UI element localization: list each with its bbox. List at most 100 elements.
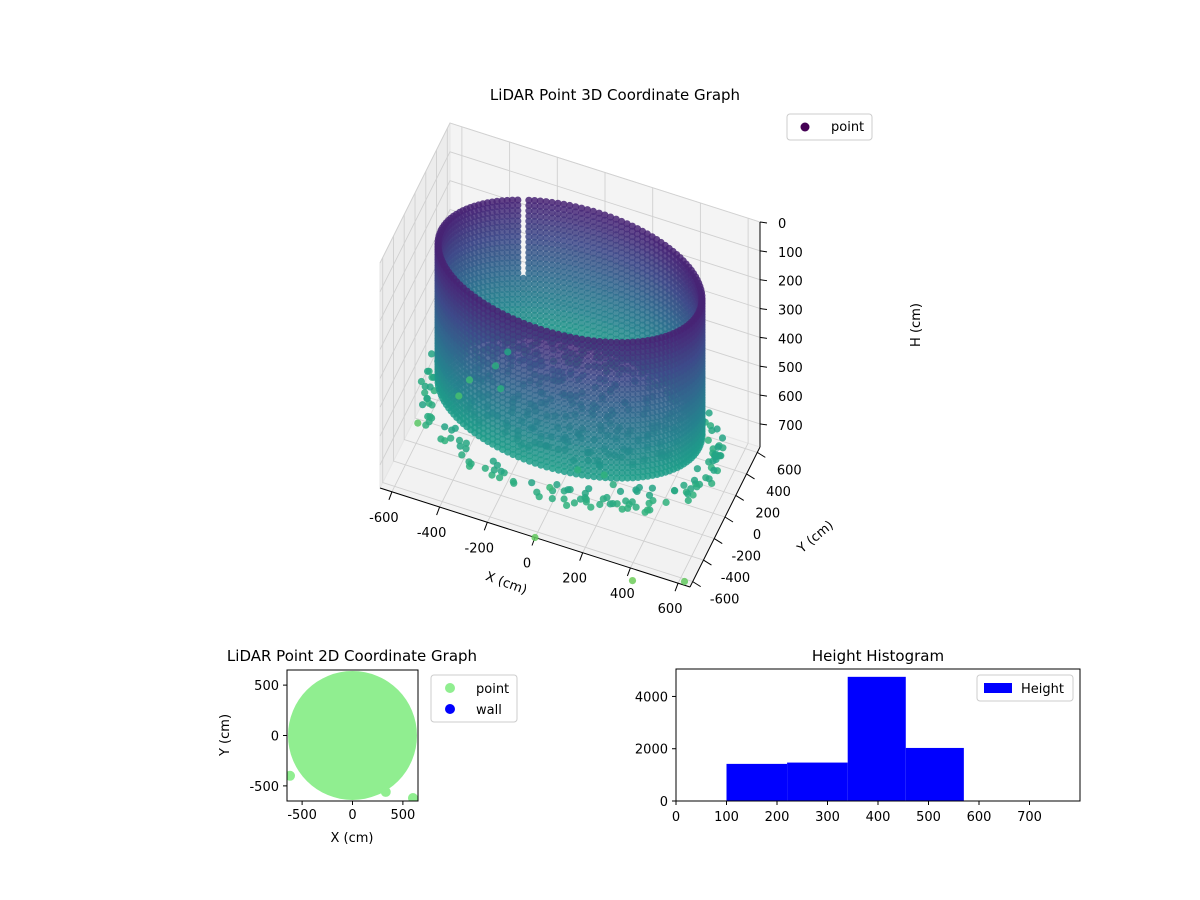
z-tick (760, 222, 767, 223)
point-3d (577, 496, 584, 503)
x-tick (627, 568, 630, 576)
point-3d (428, 350, 435, 357)
chart-2d: LiDAR Point 2D Coordinate Graph -500 0 500… (218, 647, 517, 846)
histogram-bar (906, 748, 964, 801)
x-tick-label: 500 (916, 810, 941, 825)
point-3d (574, 466, 581, 473)
point-3d (428, 401, 435, 408)
point-3d (624, 505, 631, 512)
point-3d (601, 471, 608, 478)
x-tick-label: 500 (390, 808, 415, 823)
point-3d (447, 435, 454, 442)
x-tick-label: 600 (967, 810, 992, 825)
point-3d (491, 466, 498, 473)
z-tick-label: 100 (778, 246, 803, 261)
point-3d (564, 486, 571, 493)
point-3d (663, 499, 670, 506)
x-tick (437, 507, 440, 515)
y-tick-label: 600 (777, 463, 802, 478)
point-3d (455, 392, 462, 399)
y-tick-label: -500 (249, 780, 279, 795)
x-tick-label: 300 (815, 810, 840, 825)
x-tick (484, 522, 487, 530)
point-3d (607, 500, 614, 507)
y-tick-label: 0 (271, 730, 279, 745)
histogram-bar (787, 763, 848, 801)
point-3d (644, 507, 651, 514)
y-tick (736, 495, 744, 500)
point-3d (498, 468, 505, 475)
point-3d (649, 485, 656, 492)
chart-3d-title: LiDAR Point 3D Coordinate Graph (490, 86, 740, 104)
chart-3d-ylabel: Y (cm) (794, 518, 837, 557)
point-3d (706, 409, 713, 416)
chart-2d-ylabel: Y (cm) (218, 714, 233, 757)
y-tick (747, 474, 755, 479)
legend-marker-point (801, 123, 810, 132)
point-3d (510, 480, 517, 487)
y-tick (714, 539, 722, 544)
chart-histogram: Height Histogram 0 100 200 300 400 500 600 7000… (635, 647, 1080, 825)
legend-label-height: Height (1021, 682, 1064, 697)
x-tick (389, 492, 392, 500)
point-3d (426, 418, 433, 425)
point-3d (571, 499, 578, 506)
point-3d (492, 362, 499, 369)
z-tick-label: 200 (778, 275, 803, 290)
point-3d (685, 497, 692, 504)
z-tick (760, 337, 767, 338)
point-3d (458, 451, 465, 458)
y-tick-label: -400 (721, 571, 751, 586)
y-tick-label: 0 (660, 795, 668, 810)
chart-3d-zlabel: H (cm) (909, 303, 924, 347)
legend-label-point: point (476, 682, 509, 697)
x-tick-label: 400 (866, 810, 891, 825)
point-3d (590, 473, 597, 480)
point-3d (441, 423, 448, 430)
chart-3d: LiDAR Point 3D Coordinate Graph -600 -400… (369, 86, 924, 617)
z-tick-label: 500 (778, 361, 803, 376)
points-2d (285, 671, 418, 803)
point-3d (684, 490, 691, 497)
point-3d (693, 483, 700, 490)
legend-marker-point (445, 683, 455, 693)
z-tick-label: 300 (778, 304, 803, 319)
legend-label-point: point (831, 120, 864, 135)
z-tick-label: 0 (778, 217, 786, 232)
point-3d (504, 348, 511, 355)
z-tick-label: 600 (778, 390, 803, 405)
y-tick-label: 500 (254, 679, 279, 694)
point-3d (497, 385, 504, 392)
x-tick-label: 0 (672, 810, 680, 825)
x-tick-label: 600 (658, 602, 683, 617)
x-tick-label: -600 (369, 511, 399, 526)
point-3d (712, 456, 719, 463)
point-3d (424, 368, 431, 375)
z-tick (760, 280, 767, 281)
point-3d (610, 481, 617, 488)
point-3d (719, 434, 726, 441)
point-3d (646, 492, 653, 499)
histogram-bar (848, 677, 906, 801)
point-3d (452, 425, 459, 432)
point-3d (585, 485, 592, 492)
z-tick-label: 700 (778, 419, 803, 434)
x-tick-label: 700 (1017, 810, 1042, 825)
z-tick-label: 400 (778, 332, 803, 347)
histogram-bar (727, 764, 788, 801)
point-3d (414, 420, 421, 427)
chart-histogram-title: Height Histogram (812, 647, 944, 665)
point-3d (705, 437, 712, 444)
point-3d (549, 495, 556, 502)
y-tick-label: -600 (710, 593, 740, 608)
y-tick-label: 4000 (635, 690, 668, 705)
y-tick (757, 452, 765, 457)
point-3d (424, 395, 431, 402)
y-tick (693, 582, 701, 587)
legend-marker-wall (445, 704, 455, 714)
z-tick (760, 366, 767, 367)
point-3d (629, 577, 636, 584)
z-tick (760, 395, 767, 396)
point-3d (419, 401, 426, 408)
